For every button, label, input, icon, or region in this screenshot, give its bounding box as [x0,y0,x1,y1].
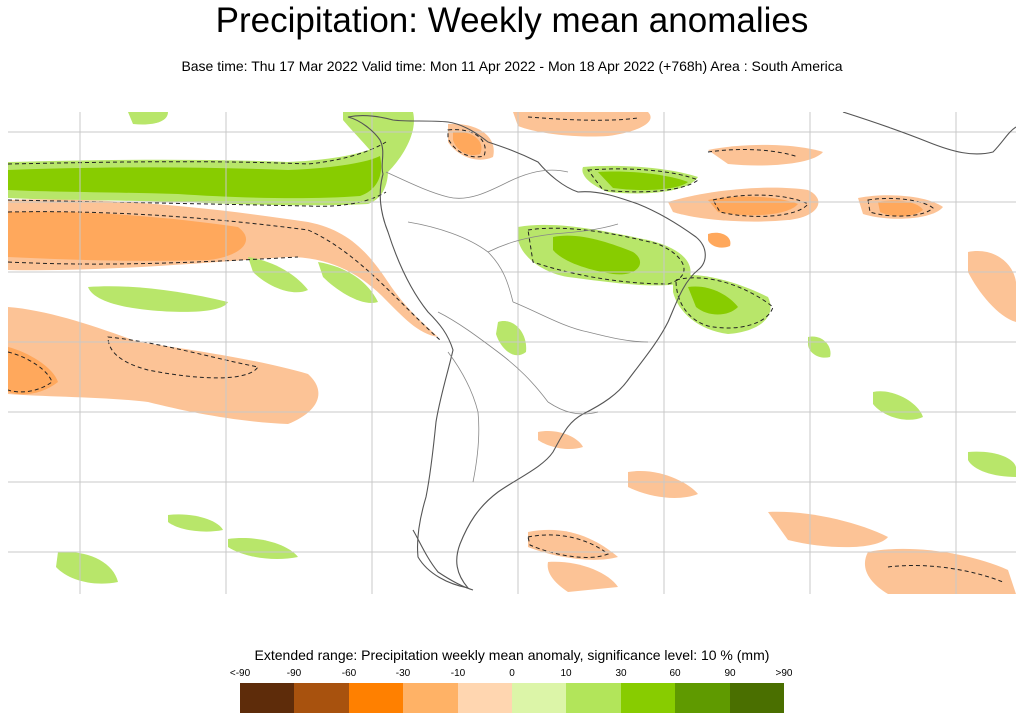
legend-tick-labels: <-90 -90 -60 -30 -10 0 10 30 60 90 >90 [230,668,793,682]
legend-swatch [566,683,621,713]
strong-wet-anomaly-regions [8,156,738,315]
legend-color-bar [240,683,785,713]
map-title: Precipitation: Weekly mean anomalies [215,1,809,40]
legend-tick: 90 [724,668,736,679]
legend-swatch [675,683,730,713]
map-subtitle: Base time: Thu 17 Mar 2022 Valid time: M… [181,58,843,74]
legend-tick: -10 [450,668,466,679]
legend-tick: 30 [615,668,627,679]
coastline [347,112,1016,591]
legend-tick: -30 [395,668,411,679]
country-borders [385,169,649,483]
legend-title: Extended range: Precipitation weekly mea… [254,647,770,663]
legend-swatch [620,683,676,713]
legend-tick: -90 [286,668,302,679]
legend-tick: >90 [775,668,793,679]
legend-tick: 10 [560,668,572,679]
legend-swatch [240,683,295,713]
legend-tick: <-90 [229,668,251,679]
legend-tick: -60 [341,668,357,679]
anomaly-map [8,112,1016,594]
legend-swatch [729,683,785,713]
legend-tick: 0 [509,668,515,679]
legend-swatch [403,683,458,713]
legend-swatch [512,683,567,713]
strong-dry-anomaly-regions [8,131,923,395]
legend-swatch [294,683,349,713]
legend-swatch [348,683,404,713]
graticule-grid [8,112,1016,594]
legend-swatch [457,683,513,713]
legend-tick: 60 [669,668,681,679]
